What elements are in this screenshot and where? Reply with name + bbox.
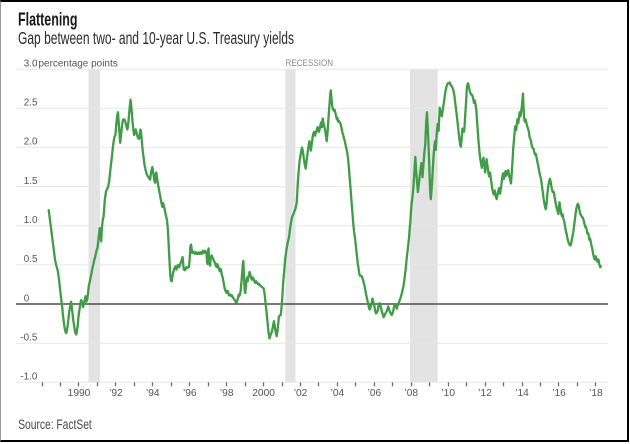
- svg-text:0: 0: [24, 293, 30, 304]
- svg-text:1.0: 1.0: [24, 215, 38, 226]
- svg-text:’96: ’96: [183, 388, 197, 399]
- svg-text:-0.5: -0.5: [20, 333, 37, 344]
- svg-text:Gap between two- and 10-year U: Gap between two- and 10-year U.S. Treasu…: [18, 28, 294, 48]
- svg-text:2.0: 2.0: [24, 137, 38, 148]
- svg-text:’04: ’04: [331, 388, 345, 399]
- svg-text:’12: ’12: [478, 388, 492, 399]
- svg-text:’94: ’94: [146, 388, 160, 399]
- svg-text:’08: ’08: [404, 388, 418, 399]
- svg-text:percentage points: percentage points: [39, 59, 118, 70]
- svg-text:1.5: 1.5: [24, 176, 38, 187]
- svg-text:1990: 1990: [68, 388, 91, 399]
- svg-text:’10: ’10: [441, 388, 455, 399]
- svg-text:’98: ’98: [220, 388, 234, 399]
- svg-text:0.5: 0.5: [24, 254, 38, 265]
- svg-text:’18: ’18: [589, 388, 603, 399]
- svg-text:-1.0: -1.0: [20, 372, 37, 383]
- svg-text:’16: ’16: [552, 388, 566, 399]
- svg-text:2.5: 2.5: [24, 98, 38, 109]
- svg-text:’14: ’14: [515, 388, 529, 399]
- svg-text:’02: ’02: [294, 388, 308, 399]
- svg-text:2000: 2000: [252, 388, 275, 399]
- svg-text:Source: FactSet: Source: FactSet: [18, 417, 92, 433]
- svg-text:RECESSION: RECESSION: [286, 58, 334, 69]
- svg-text:Flattening: Flattening: [18, 9, 78, 29]
- svg-text:’92: ’92: [109, 388, 123, 399]
- svg-text:3.0: 3.0: [24, 59, 38, 70]
- svg-text:’06: ’06: [368, 388, 382, 399]
